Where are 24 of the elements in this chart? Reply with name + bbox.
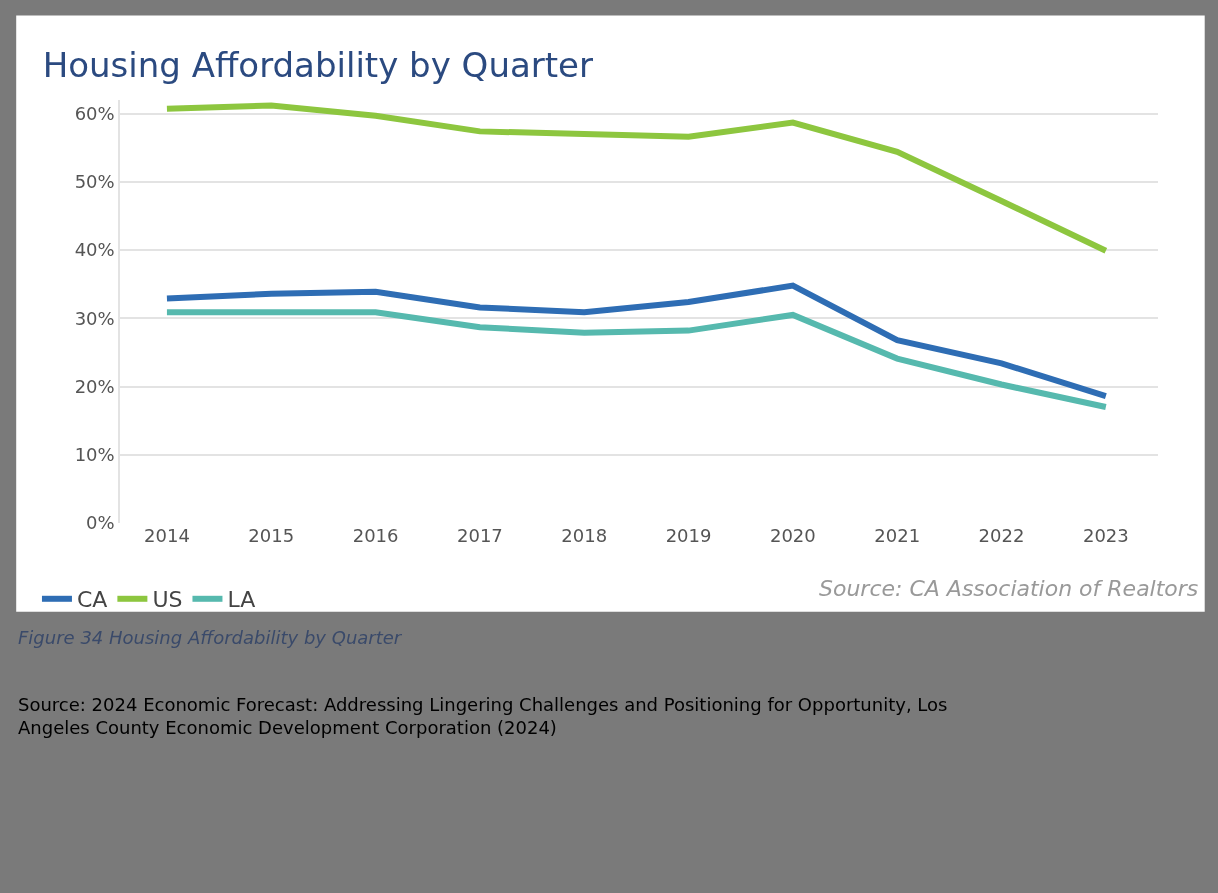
source-note: Source: 2024 Economic Forecast: Addressing Lingering Challenges and Positioning for Opportunity, Los Angeles County Economic Development Corporation (2024): [18, 694, 948, 739]
x-tick-label: 2023: [1082, 525, 1129, 546]
x-tick-label: 2017: [457, 525, 503, 546]
x-tick-label: 2015: [248, 525, 295, 546]
legend-label: CA: [76, 587, 108, 613]
y-tick-label: 10%: [74, 444, 115, 466]
x-tick-label: 2022: [978, 525, 1025, 546]
chart-title: Housing Affordability by Quarter: [42, 45, 593, 86]
caption: Figure 34 Housing Affordability by Quarter: [18, 627, 403, 648]
y-tick-label: 30%: [74, 307, 115, 329]
x-tick-label: 2014: [144, 525, 190, 546]
source-note: Source: CA Association of Realtors: [819, 576, 1199, 601]
legend-label: US: [152, 587, 183, 613]
x-tick-label: 2019: [665, 525, 712, 546]
y-tick-label: 0%: [86, 512, 115, 534]
x-tick-label: 2020: [769, 525, 816, 546]
y-tick-label: 50%: [74, 171, 115, 193]
y-tick-label: 20%: [74, 375, 115, 397]
x-tick-label: 2016: [352, 525, 399, 546]
y-tick-label: 40%: [74, 239, 115, 261]
x-tick-label: 2021: [874, 525, 921, 546]
y-tick-label: 60%: [74, 102, 115, 124]
legend-label: LA: [227, 587, 256, 613]
x-tick-label: 2018: [561, 525, 608, 546]
